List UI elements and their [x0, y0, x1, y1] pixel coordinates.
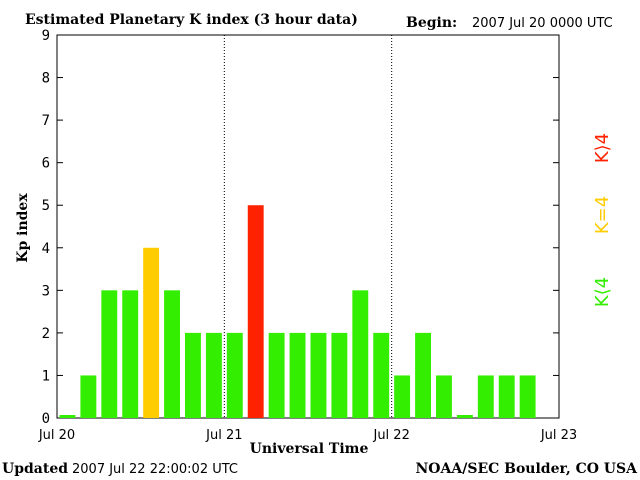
begin-label: Begin: [406, 15, 457, 31]
x-tick-label: Jul 21 [205, 428, 242, 443]
plot-frame [56, 34, 560, 419]
y-tick-label: 5 [42, 198, 50, 214]
y-tick-label: 2 [42, 326, 50, 342]
kp-bar [415, 332, 431, 418]
kp-bar [519, 375, 536, 418]
x-tick-label: Jul 22 [372, 428, 409, 443]
kp-bar [310, 332, 327, 418]
legend-k-greater-4: K⟩4 [592, 133, 613, 163]
y-tick-label: 6 [42, 156, 50, 172]
kp-bar [247, 205, 264, 418]
kp-bar [80, 375, 97, 418]
y-tick-label: 7 [42, 113, 50, 129]
kp-bar [101, 290, 118, 418]
legend: K⟨4 K=4 K⟩4 [592, 133, 613, 307]
kp-bar [164, 290, 180, 418]
y-tick-label: 4 [42, 241, 50, 257]
kp-bar [373, 332, 390, 418]
y-tick-label: 3 [42, 283, 50, 299]
legend-k-equal-4: K=4 [592, 196, 613, 234]
x-tick-label: Jul 20 [38, 428, 75, 443]
kp-bar [436, 375, 452, 418]
x-axis-label: Universal Time [250, 441, 369, 457]
y-tick-label: 9 [42, 28, 50, 44]
y-tick-label: 1 [42, 368, 50, 384]
kp-bar [352, 290, 369, 418]
plot-area: 0 1 2 3 4 5 6 7 8 9 Jul 20 Jul 21 Jul 22 Jul 23 [38, 28, 577, 443]
y-tick-label: 0 [42, 411, 50, 427]
y-tick-label: 8 [42, 71, 50, 87]
kp-bar [477, 375, 494, 418]
kp-bar [498, 375, 515, 418]
x-tick-label: Jul 23 [540, 428, 577, 443]
updated-value: 2007 Jul 22 22:00:02 UTC [72, 462, 238, 477]
source-credit: NOAA/SEC Boulder, CO USA [416, 461, 639, 477]
kp-bar [205, 332, 222, 418]
kp-bar [143, 247, 160, 418]
kp-bar [59, 415, 76, 418]
begin-value: 2007 Jul 20 0000 UTC [472, 16, 613, 31]
kp-bar [122, 290, 139, 418]
kp-bar [456, 415, 473, 418]
y-axis-label: Kp index [15, 193, 31, 263]
kp-bar [185, 332, 201, 418]
kp-bar [331, 332, 348, 418]
kp-bar [268, 332, 285, 418]
kp-bar [394, 375, 411, 418]
kp-bar [289, 332, 306, 418]
kp-bar [226, 332, 243, 418]
updated-label: Updated [2, 461, 68, 477]
chart-title: Estimated Planetary K index (3 hour data… [25, 12, 358, 28]
legend-k-less-4: K⟨4 [592, 277, 613, 307]
